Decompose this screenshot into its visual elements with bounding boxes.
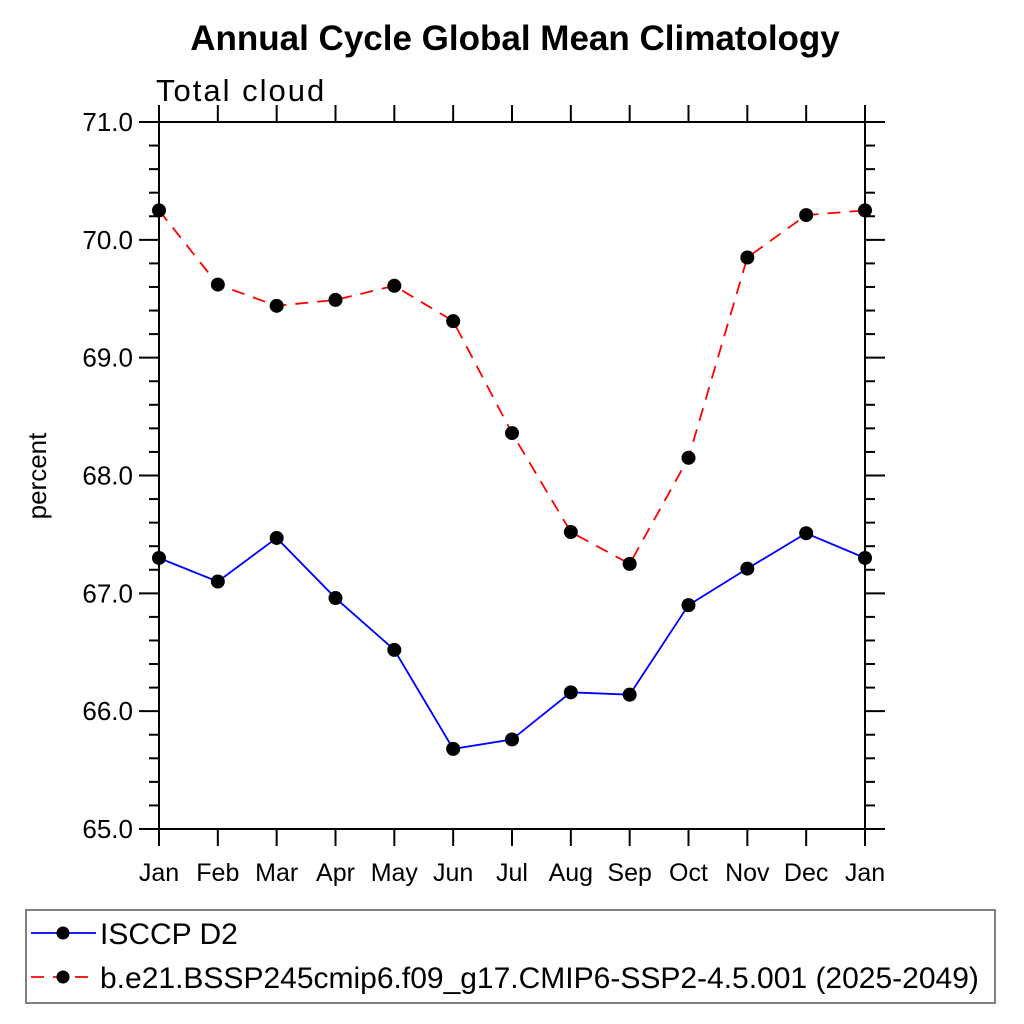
data-point-marker [681,598,696,613]
data-point-marker [210,574,225,589]
x-axis-tick-label: Apr [316,859,355,887]
x-axis-tick-label: Nov [725,859,770,887]
data-point-marker [328,591,343,606]
legend-entry-isccp: ISCCP D2 [31,918,238,951]
legend: ISCCP D2 b.e21.BSSP245cmip6.f09_g17.CMIP… [25,909,996,1004]
y-axis-tick-label: 71.0 [82,107,133,137]
data-point-marker [799,208,814,223]
x-axis-tick-label: Jan [139,859,179,887]
chart-subtitle: Total cloud [156,73,326,108]
data-point-marker [799,526,814,541]
y-axis-tick-label: 66.0 [82,696,133,726]
x-axis-tick-label: Dec [784,859,828,887]
y-axis-title: percent [22,432,52,519]
x-axis-tick-label: Jul [496,859,528,887]
data-point-marker [563,525,578,540]
data-point-marker [328,292,343,307]
series-line-dashed [158,209,866,566]
data-point-marker [505,732,519,747]
data-point-marker [152,550,166,565]
series-layer [152,203,872,756]
legend-label-model: b.e21.BSSP245cmip6.f09_g17.CMIP6-SSP2-4.… [100,962,979,995]
legend-marker-dot-icon [56,970,70,984]
x-axis-tick-label: May [371,859,419,887]
x-axis-tick-label: Mar [255,859,298,887]
series-line-solid [158,532,866,750]
y-axis-tick-label: 67.0 [82,578,133,608]
data-point-marker [622,556,637,571]
legend-box [25,909,996,1004]
x-axis-tick-label: Jan [845,859,885,887]
data-point-marker [740,561,755,576]
data-point-marker [740,250,755,265]
data-point-marker [446,741,461,756]
y-axis-tick-label: 65.0 [82,814,133,844]
legend-marker-dot-icon [56,926,70,940]
y-axis-tick-label: 70.0 [82,225,133,255]
y-axis-tick-label: 69.0 [82,343,133,373]
data-point-marker [210,277,225,292]
y-axis-tick-label: 68.0 [82,461,133,491]
data-point-marker [152,203,166,218]
data-point-marker [563,685,578,700]
data-point-marker [858,550,872,565]
data-point-marker [681,450,696,465]
data-point-marker [505,426,519,441]
x-axis-tick-label: Sep [607,859,651,887]
data-point-marker [446,314,461,329]
chart-title: Annual Cycle Global Mean Climatology [190,19,840,58]
legend-entry-model: b.e21.BSSP245cmip6.f09_g17.CMIP6-SSP2-4.… [31,962,979,995]
data-point-marker [269,530,284,545]
legend-label-isccp: ISCCP D2 [100,918,238,951]
axes-layer: 65.0 66.0 67.0 68.0 69.0 70.0 71.0 Jan Feb Mar Apr… [82,105,885,887]
data-point-marker [387,642,402,657]
data-point-marker [387,278,402,293]
data-point-marker [858,203,872,218]
x-axis-tick-label: Jun [433,859,473,887]
data-point-marker [269,298,284,313]
x-axis-tick-label: Aug [549,859,593,887]
plot-frame [158,121,866,830]
x-axis-tick-label: Oct [669,859,708,887]
x-axis-tick-label: Feb [196,859,239,887]
data-point-marker [622,687,637,702]
